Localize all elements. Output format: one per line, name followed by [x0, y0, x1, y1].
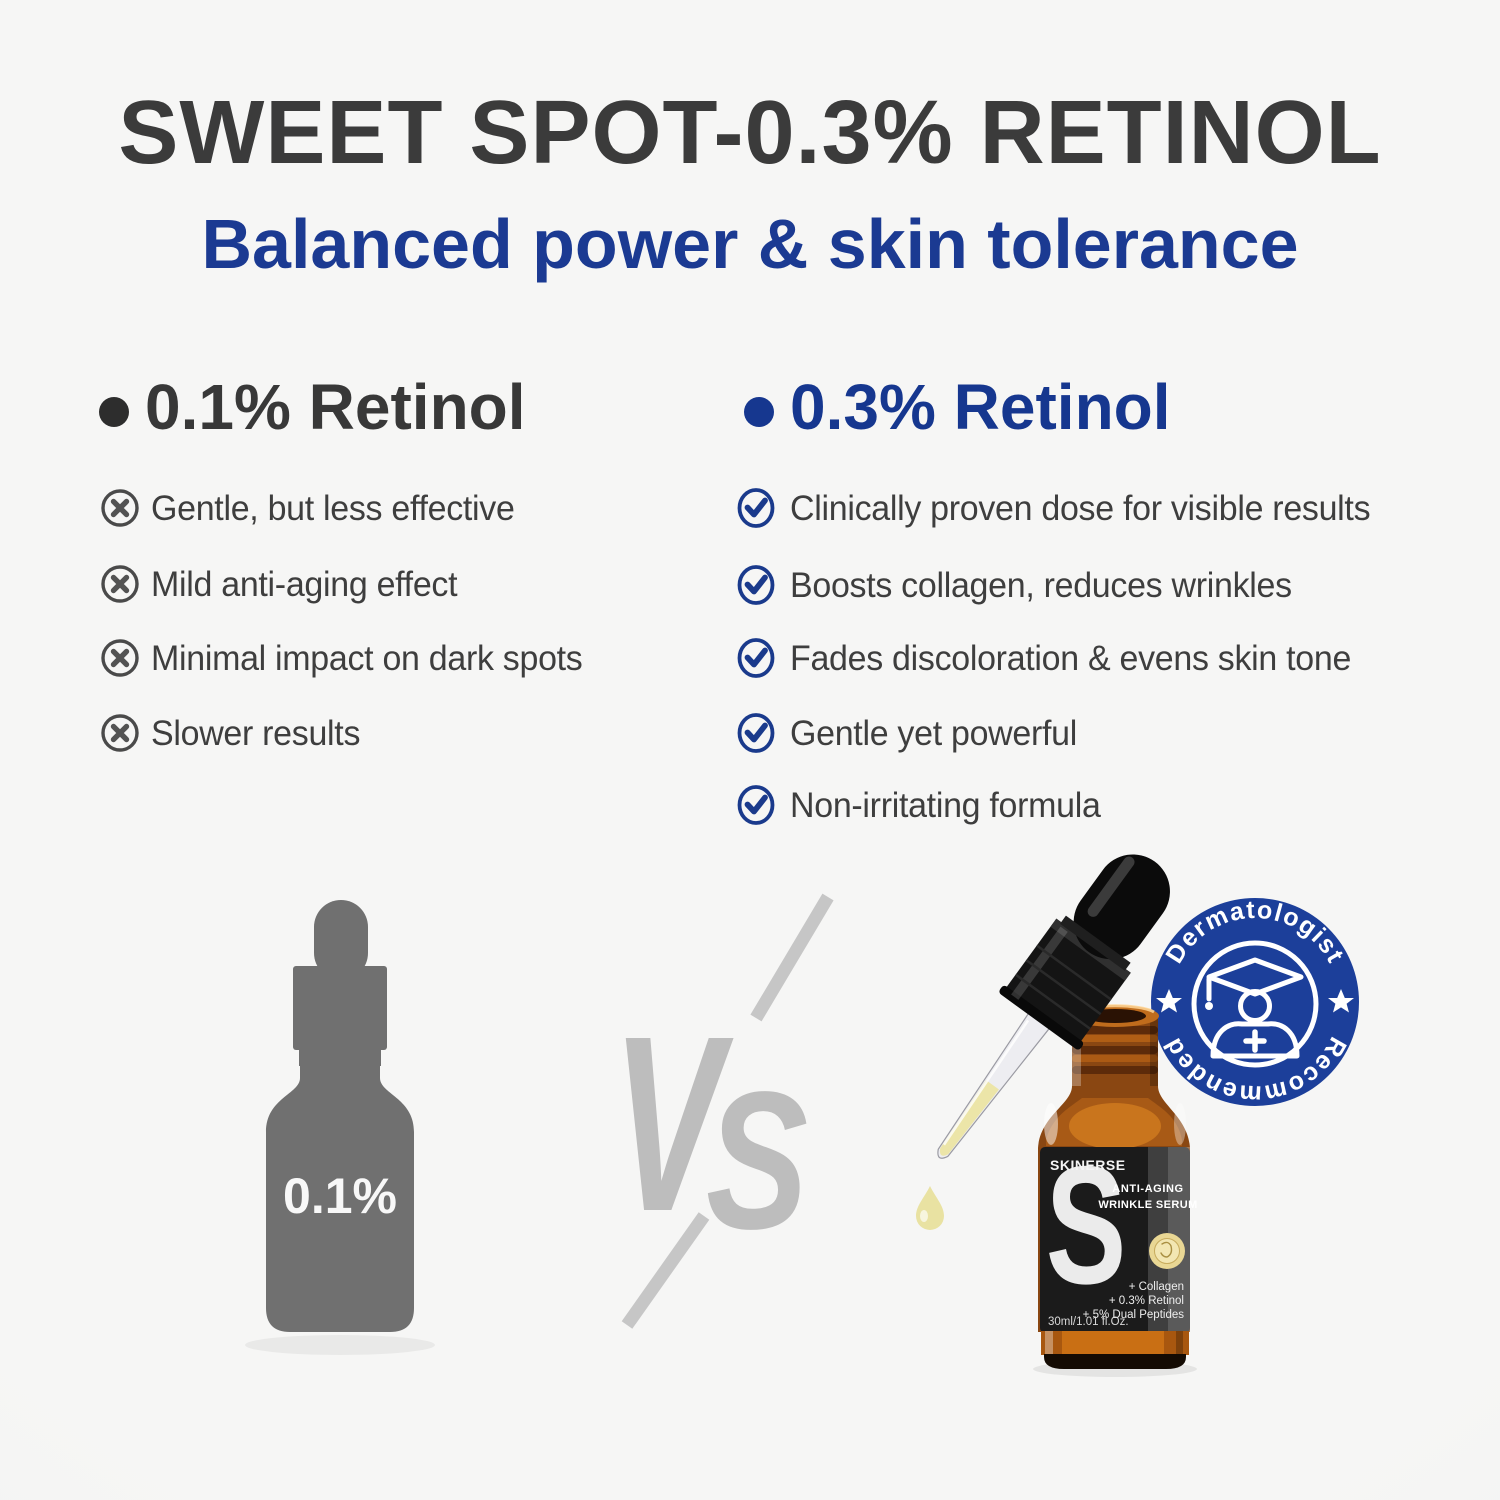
check-circle-icon [737, 565, 775, 605]
vs-divider: V S [612, 893, 834, 1329]
bottle-base [1041, 1331, 1189, 1369]
gray-bottle-shadow [245, 1335, 435, 1355]
vs-letter-s: S [706, 1052, 808, 1271]
right-column-heading: 0.3% Retinol [790, 371, 1171, 443]
cross-circle-icon [101, 489, 139, 527]
dropper-collar [999, 918, 1131, 1050]
serum-droplet [916, 1186, 944, 1230]
pro-text: Fades discoloration & evens skin tone [790, 638, 1352, 678]
feature-line: + 0.3% Retinol [1109, 1295, 1184, 1307]
pro-row: Gentle yet powerful [735, 712, 1086, 754]
dropper-bulb [1060, 854, 1170, 971]
vs-slash-bottom [621, 1212, 710, 1329]
gray-bottle-neck [299, 1050, 381, 1066]
product-name-line1: ANTI-AGING [1112, 1183, 1183, 1195]
con-row: Slower results [99, 712, 367, 754]
bottle-neck-threads [1072, 1016, 1158, 1086]
cross-circle-icon [101, 565, 139, 603]
con-text: Gentle, but less effective [151, 488, 515, 528]
product-bottle-photo: S SKINERSE ANTI-AGING WRINKLE SERUM + Co… [1033, 1004, 1197, 1377]
gray-bottle-body [266, 1064, 414, 1332]
check-circle-icon [737, 713, 775, 753]
pro-row: Non-irritating formula [735, 784, 1110, 826]
feature-line: + 5% Dual Peptides [1083, 1309, 1185, 1321]
page-subtitle: Balanced power & skin tolerance [201, 205, 1299, 283]
bullet-dot-left [99, 397, 129, 427]
pro-row: Fades discoloration & evens skin tone [735, 637, 1368, 679]
check-circle-icon [737, 488, 775, 528]
feature-line: + Collagen [1129, 1281, 1184, 1293]
pro-row: Clinically proven dose for visible resul… [735, 487, 1388, 529]
vs-letter-v: V [612, 983, 734, 1263]
gold-seal [1149, 1233, 1185, 1269]
check-circle-icon [737, 785, 775, 825]
cross-circle-icon [101, 639, 139, 677]
con-row: Gentle, but less effective [99, 487, 526, 529]
pipette-liquid [939, 1080, 999, 1156]
brand-name: SKINERSE [1050, 1157, 1126, 1173]
pro-text: Non-irritating formula [790, 785, 1101, 825]
con-text: Mild anti-aging effect [151, 564, 458, 604]
pro-row: Boosts collagen, reduces wrinkles [735, 564, 1307, 606]
pro-text: Clinically proven dose for visible resul… [790, 488, 1371, 528]
gray-dropper-bulb [314, 900, 368, 980]
pipette-highlight [942, 1019, 1030, 1146]
dermatologist-badge: Dermatologist Recommended [1151, 896, 1359, 1109]
gray-bottle-illustration: 0.1% [245, 900, 435, 1355]
product-name-line2: WRINKLE SERUM [1098, 1199, 1197, 1211]
vs-slash-top [750, 893, 834, 1022]
shoulder-glow [1069, 1103, 1161, 1149]
check-circle-icon [737, 638, 775, 678]
shoulder-highlight-right [1174, 1103, 1186, 1145]
con-row: Minimal impact on dark spots [99, 637, 596, 679]
shoulder-highlight-left [1044, 1103, 1058, 1145]
dermatologist-icon [1205, 957, 1304, 1059]
brand-logo-letter: S [1046, 1132, 1127, 1320]
con-text: Slower results [151, 713, 361, 753]
gray-dropper-collar [293, 966, 387, 1050]
pro-text: Boosts collagen, reduces wrinkles [790, 565, 1292, 605]
star-icon [1328, 989, 1354, 1013]
dropper [937, 854, 1170, 1159]
con-row: Mild anti-aging effect [99, 563, 467, 605]
gray-bottle-label: 0.1% [283, 1168, 397, 1224]
star-icon [1156, 989, 1182, 1013]
left-column-heading: 0.1% Retinol [145, 371, 526, 443]
bullet-dot-right [744, 397, 774, 427]
con-text: Minimal impact on dark spots [151, 638, 583, 678]
bottle-label: S SKINERSE ANTI-AGING WRINKLE SERUM + Co… [1040, 1132, 1197, 1333]
volume-text: 30ml/1.01 fl.Oz. [1048, 1316, 1129, 1328]
page-title: SWEET SPOT-0.3% RETINOL [118, 83, 1382, 183]
badge-inner-ring [1191, 940, 1319, 1068]
cross-circle-icon [101, 714, 139, 752]
pro-text: Gentle yet powerful [790, 713, 1077, 753]
